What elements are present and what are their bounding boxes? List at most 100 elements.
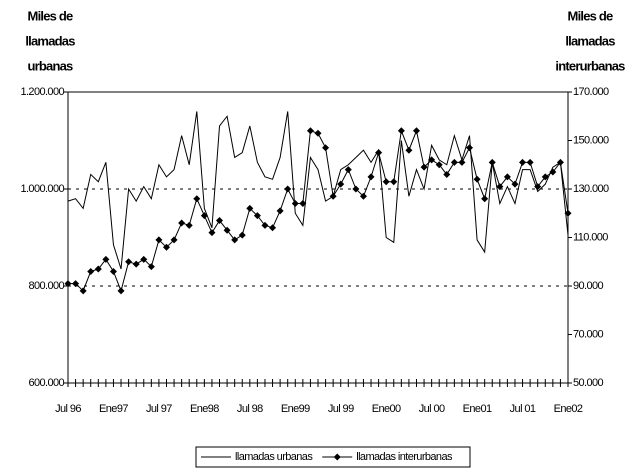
- y-tick-label: 1.000.000: [20, 183, 64, 195]
- marker: [147, 263, 155, 271]
- marker: [519, 158, 527, 166]
- marker: [382, 178, 390, 186]
- y-tick-label: 800.000: [28, 280, 64, 292]
- y2-tick-label: 150.000: [573, 134, 609, 146]
- marker: [458, 158, 466, 166]
- marker: [352, 185, 360, 193]
- x-tick-label: Jul 97: [146, 403, 172, 415]
- marker: [231, 236, 239, 244]
- x-tick-label: Ene00: [372, 403, 401, 415]
- marker: [125, 258, 133, 266]
- marker: [284, 185, 292, 193]
- marker: [503, 173, 511, 181]
- marker: [261, 221, 269, 229]
- marker: [87, 267, 95, 275]
- marker: [276, 207, 284, 215]
- marker: [72, 280, 80, 288]
- marker: [412, 127, 420, 135]
- marker: [450, 158, 458, 166]
- marker: [223, 226, 231, 234]
- marker: [435, 161, 443, 169]
- marker: [200, 212, 208, 220]
- x-tick-label: Ene98: [190, 403, 219, 415]
- marker: [178, 219, 186, 227]
- marker: [375, 149, 383, 157]
- marker: [94, 265, 102, 273]
- y-axis-title: llamadas: [25, 33, 75, 48]
- marker: [269, 224, 277, 232]
- y2-axis-title: Miles de: [568, 8, 613, 23]
- marker: [556, 158, 564, 166]
- marker: [246, 204, 254, 212]
- y2-tick-label: 170.000: [573, 86, 609, 98]
- marker: [314, 129, 322, 137]
- y2-tick-label: 70.000: [573, 328, 604, 340]
- marker: [367, 173, 375, 181]
- y2-tick-label: 50.000: [573, 377, 604, 389]
- x-tick-label: Ene97: [99, 403, 128, 415]
- series-line: [67, 111, 569, 270]
- marker: [79, 287, 87, 295]
- marker: [238, 231, 246, 239]
- marker: [155, 236, 163, 244]
- y2-axis-title: llamadas: [565, 33, 615, 48]
- marker: [488, 158, 496, 166]
- x-tick-label: Ene99: [281, 403, 310, 415]
- marker: [140, 255, 148, 263]
- marker: [496, 183, 504, 191]
- marker: [428, 156, 436, 164]
- marker: [541, 173, 549, 181]
- marker: [481, 195, 489, 203]
- y2-tick-label: 90.000: [573, 280, 604, 292]
- marker: [170, 236, 178, 244]
- legend-marker: [333, 453, 341, 461]
- marker: [390, 178, 398, 186]
- marker: [526, 158, 534, 166]
- y-axis-title: urbanas: [28, 58, 74, 73]
- marker: [193, 195, 201, 203]
- marker: [132, 260, 140, 268]
- marker: [405, 146, 413, 154]
- y2-tick-label: 110.000: [573, 231, 608, 243]
- y-axis-title: Miles de: [28, 8, 73, 23]
- marker: [466, 144, 474, 152]
- y2-axis-title: interurbanas: [555, 58, 625, 73]
- x-tick-label: Ene01: [463, 403, 492, 415]
- legend-label: llamadas interurbanas: [356, 451, 453, 463]
- marker: [397, 127, 405, 135]
- marker: [216, 217, 224, 225]
- marker: [322, 144, 330, 152]
- x-tick-label: Jul 00: [419, 403, 445, 415]
- y-tick-label: 1.200.000: [20, 86, 64, 98]
- marker: [359, 192, 367, 200]
- marker: [344, 166, 352, 174]
- marker: [337, 180, 345, 188]
- y2-tick-label: 130.000: [573, 183, 609, 195]
- marker: [473, 175, 481, 183]
- marker: [299, 200, 307, 208]
- marker: [208, 229, 216, 237]
- x-tick-label: Jul 99: [328, 403, 354, 415]
- marker: [162, 243, 170, 251]
- marker: [306, 127, 314, 135]
- x-tick-label: Jul 01: [510, 403, 536, 415]
- marker: [185, 221, 193, 229]
- x-tick-label: Jul 98: [237, 403, 263, 415]
- marker: [329, 192, 337, 200]
- marker: [253, 212, 261, 220]
- x-tick-label: Ene02: [554, 403, 583, 415]
- marker: [102, 255, 110, 263]
- marker: [420, 163, 428, 171]
- marker: [564, 209, 572, 217]
- marker: [64, 280, 72, 288]
- y-tick-label: 600.000: [28, 377, 64, 389]
- marker: [534, 183, 542, 191]
- marker: [511, 180, 519, 188]
- marker: [109, 267, 117, 275]
- x-tick-label: Jul 96: [55, 403, 81, 415]
- legend-label: llamadas urbanas: [235, 451, 313, 463]
- marker: [117, 287, 125, 295]
- marker: [549, 168, 557, 176]
- series-line: [68, 128, 569, 293]
